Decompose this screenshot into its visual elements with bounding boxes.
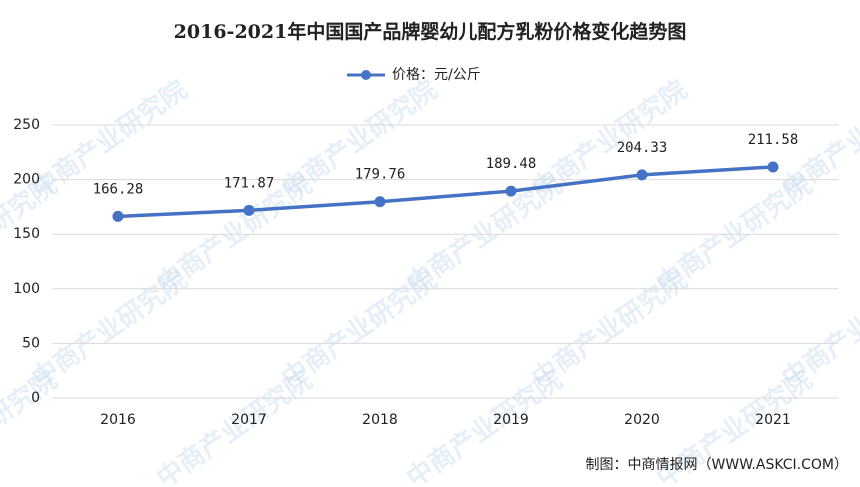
line xyxy=(117,165,774,219)
y-tick-label: 50 xyxy=(22,335,40,351)
x-tick-label: 2019 xyxy=(493,412,529,428)
y-tick-label: 200 xyxy=(13,172,40,188)
x-tick-label: 2017 xyxy=(231,412,267,428)
data-label: 166.28 xyxy=(93,181,144,197)
point xyxy=(767,161,779,173)
data-label: 204.33 xyxy=(617,140,668,156)
point xyxy=(505,185,517,197)
watermark: 中商产业研究院 xyxy=(0,364,63,487)
data-label: 179.76 xyxy=(355,167,406,183)
point xyxy=(112,210,124,222)
chart-title: 2016-2021年中国国产品牌婴幼儿配方乳粉价格变化趋势图 xyxy=(174,20,687,43)
data-label: 211.58 xyxy=(748,132,799,148)
watermark: 中商产业研究院 xyxy=(401,364,568,487)
y-tick-label: 150 xyxy=(13,226,40,242)
legend-label: 价格：元/公斤 xyxy=(392,67,481,83)
y-tick-label: 100 xyxy=(13,281,40,297)
x-tick-label: 2016 xyxy=(100,412,136,428)
x-tick-label: 2018 xyxy=(362,412,398,428)
source: 制图：中商情报网（WWW.ASKCI.COM） xyxy=(586,457,848,473)
y-tick-label: 250 xyxy=(13,117,40,133)
y-tick-label: 0 xyxy=(31,390,40,406)
data-label: 189.48 xyxy=(486,156,537,172)
point xyxy=(636,169,648,181)
point xyxy=(374,196,386,208)
x-tick-label: 2020 xyxy=(624,412,660,428)
legend-marker xyxy=(361,70,371,80)
data-label: 171.87 xyxy=(224,175,275,191)
x-tick-label: 2021 xyxy=(755,412,791,428)
point xyxy=(243,204,255,216)
